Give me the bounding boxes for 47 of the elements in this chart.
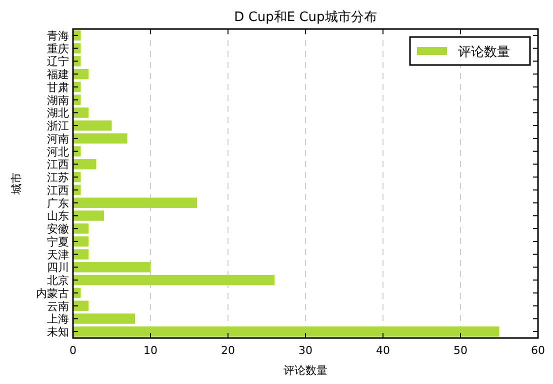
y-tick-label: 北京 — [47, 274, 69, 288]
y-tick-label: 山东 — [47, 210, 69, 223]
bar — [73, 262, 150, 272]
y-tick-label: 江西 — [47, 184, 69, 197]
y-tick-label: 浙江 — [47, 120, 69, 133]
y-tick-label: 宁夏 — [47, 235, 69, 248]
x-tick-label: 10 — [144, 344, 158, 357]
bar — [73, 108, 88, 118]
y-tick-label: 甘肃 — [47, 80, 69, 94]
bar — [73, 159, 96, 170]
y-tick-label: 四川 — [47, 261, 69, 274]
y-tick-label: 江苏 — [47, 171, 69, 184]
y-tick-label: 上海 — [47, 312, 69, 326]
x-tick-label: 0 — [70, 344, 76, 357]
x-tick-label: 60 — [531, 344, 545, 357]
bar — [73, 249, 88, 260]
legend-label: 评论数量 — [458, 45, 510, 60]
chart-title: D Cup和E Cup城市分布 — [234, 10, 377, 25]
bar — [73, 326, 500, 337]
y-tick-label: 广东 — [47, 196, 69, 210]
x-tick-label: 30 — [298, 344, 312, 357]
y-tick-label: 天津 — [47, 248, 69, 262]
y-tick-label: 内蒙古 — [36, 286, 69, 300]
x-tick-label: 20 — [221, 344, 235, 357]
y-tick-label: 未知 — [47, 326, 69, 339]
x-tick-label: 40 — [376, 344, 390, 357]
y-tick-label: 福建 — [47, 68, 69, 82]
y-tick-label: 辽宁 — [47, 55, 69, 68]
y-tick-label: 安徽 — [47, 222, 69, 236]
y-tick-label: 河北 — [47, 145, 69, 158]
y-axis-title: 城市 — [10, 172, 23, 196]
y-tick-label: 云南 — [47, 300, 69, 313]
bar — [73, 133, 128, 144]
bar — [73, 198, 197, 208]
bar — [73, 274, 274, 286]
bar — [73, 300, 88, 311]
y-tick-label: 河南 — [47, 132, 69, 146]
x-axis-title: 评论数量 — [284, 364, 328, 377]
y-tick-label: 湖北 — [47, 106, 69, 120]
x-tick-label: 50 — [454, 344, 468, 357]
y-tick-label: 青海 — [47, 29, 69, 42]
bar — [73, 314, 135, 324]
bar — [73, 120, 112, 131]
y-tick-label: 重庆 — [47, 42, 69, 56]
y-tick-label: 湖南 — [47, 94, 69, 107]
y-tick-label: 江西 — [47, 158, 69, 172]
bar — [73, 210, 104, 221]
